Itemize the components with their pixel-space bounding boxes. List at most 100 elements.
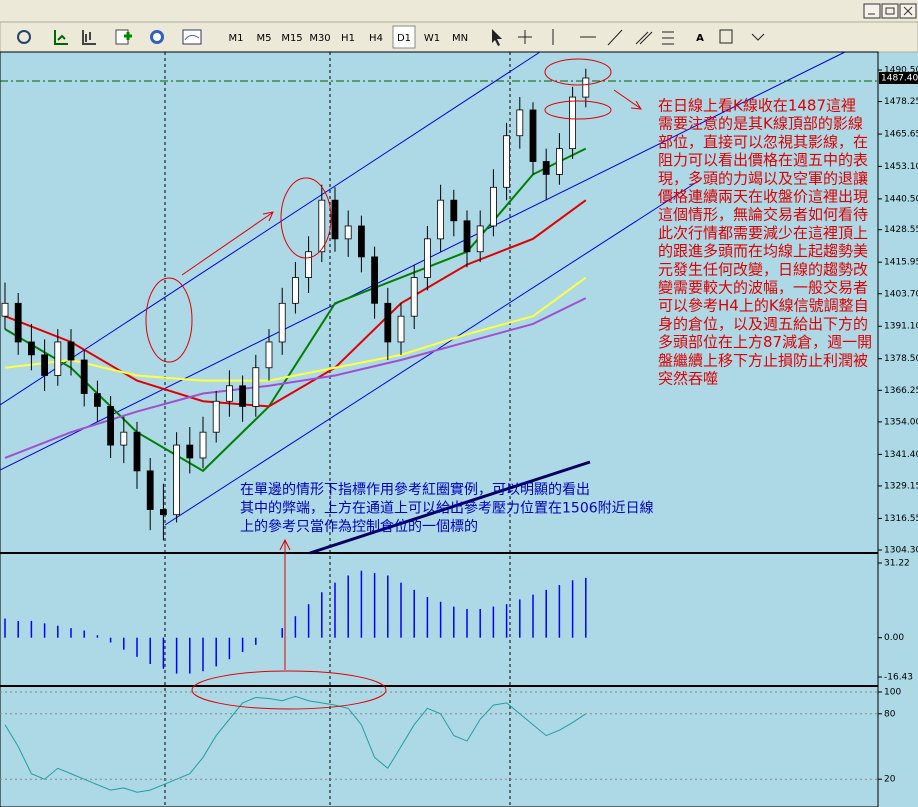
y-tick-label: 1490.50 [884, 66, 918, 76]
y-tick-label: 1453.10 [884, 162, 918, 172]
moving-average [4, 297, 587, 459]
red-annotation: 多頭部位在上方87減倉，週一開 [658, 333, 872, 351]
trend-line [309, 460, 591, 555]
candle-body [27, 341, 35, 356]
candle-body [410, 277, 418, 317]
y-tick-label: 1415.95 [884, 258, 918, 268]
timeframe-button[interactable]: H1 [341, 33, 355, 44]
candle-body [384, 302, 392, 343]
candle-body [423, 238, 431, 278]
current-price-label: 1487.40 [881, 73, 918, 83]
candle-body [173, 444, 181, 516]
red-annotation: 元發生任何改變，日線的趨勢改 [658, 260, 868, 278]
y-tick-label: 1354.00 [884, 417, 918, 427]
red-annotation: 這個情形，無論交易者如何看待 [658, 206, 868, 224]
text-tool[interactable]: A [696, 33, 704, 44]
candle-body [225, 385, 233, 402]
timeframe-button[interactable]: M15 [281, 33, 302, 44]
timeframe-button[interactable]: M5 [257, 33, 272, 44]
y-tick-label: 1304.30 [884, 546, 918, 556]
title-bar [0, 0, 918, 22]
red-annotation: 突然吞噬 [658, 370, 718, 388]
red-annotation: 變需要較大的波幅，一般交易者 [658, 279, 868, 297]
moving-average [4, 276, 587, 382]
candle-body [120, 431, 128, 446]
candle-body [67, 341, 75, 361]
toolbar-icons [17, 25, 765, 49]
y-tick-label: 1329.15 [884, 481, 918, 491]
y-tick-label: 80 [884, 709, 896, 719]
timeframe-button[interactable]: MN [452, 33, 468, 44]
y-tick-label: 0.00 [884, 633, 904, 643]
red-annotation: 阻力可以看出價格在週五中的表 [658, 151, 868, 169]
red-annotation: 需要注意的是其K線頂部的影線 [658, 115, 863, 133]
blue-annotation: 上的參考只當作為控制倉位的一個標的 [240, 519, 478, 535]
y-tick-label: 1316.55 [884, 514, 918, 524]
timeframe-button[interactable]: W1 [424, 33, 440, 44]
candle-body [463, 220, 471, 253]
candle-body [371, 256, 379, 304]
timeframe-button[interactable]: D1 [397, 33, 411, 44]
timeframe-button[interactable]: M30 [309, 33, 330, 44]
annotation-shapes [145, 58, 642, 710]
candle-body [516, 109, 524, 137]
candle-body [397, 315, 405, 343]
candle-body [344, 225, 352, 240]
y-tick-label: 1403.70 [884, 289, 918, 299]
red-annotation: 盤繼續上移下方止損防止利潤被 [658, 351, 868, 369]
channel-lines [0, 51, 846, 526]
moving-average [4, 199, 587, 408]
red-annotation: 可以參考H4上的K線信號調整自 [658, 297, 869, 315]
candle-body [54, 341, 62, 376]
red-annotation: 的跟進多頭而在均線上起趨勢美 [658, 242, 868, 260]
candle-body [265, 341, 273, 369]
red-annotation: 身的倉位，以及週五給出下方的 [658, 315, 868, 333]
candle-body [529, 109, 537, 162]
candle-body [212, 400, 220, 433]
y-tick-label: 1341.40 [884, 450, 918, 460]
timeframe-selected[interactable] [392, 25, 416, 49]
candle-body [252, 367, 260, 407]
candle-body [186, 444, 194, 459]
chart-frame [0, 51, 879, 807]
candle-body [489, 186, 497, 227]
candle-body [278, 302, 286, 343]
candle-body [94, 393, 101, 407]
candle-body [239, 385, 247, 407]
timeframe-button[interactable]: H4 [369, 33, 383, 44]
candle-body [437, 199, 445, 240]
oscillator-line [4, 695, 587, 793]
candle-body [41, 354, 48, 376]
candle-body [133, 431, 141, 472]
timeframe-button[interactable]: M1 [229, 33, 244, 44]
candle-body [503, 135, 511, 188]
window-buttons [863, 3, 917, 19]
y-tick-label: 20 [884, 775, 896, 785]
y-tick-label: 1378.50 [884, 354, 918, 364]
candle-body [199, 431, 207, 459]
candle-body [476, 225, 484, 253]
candle-body [331, 199, 339, 240]
moving-average [4, 147, 587, 473]
red-annotation: 現，多頭的力竭以及空軍的退讓 [658, 169, 868, 187]
candle-body [582, 77, 590, 98]
y-tick-label: 1366.25 [884, 386, 918, 396]
y-tick-label: 1440.50 [884, 194, 918, 204]
candle-body [318, 199, 326, 253]
red-annotation: 此次行情都需要減少在這裡頂上 [658, 224, 868, 242]
red-annotation: 價格連續兩天在收盤价這裡出現 [658, 188, 868, 206]
candle-body [80, 359, 88, 394]
blue-annotation: 在單邊的情形下指標作用參考紅圈實例，可以明顯的看出 [240, 481, 590, 498]
y-tick-label: 1478.25 [884, 97, 918, 107]
y-tick-label: -16.43 [884, 673, 913, 683]
candle-body [159, 509, 167, 516]
y-tick-label: 100 [884, 688, 901, 698]
candle-body [107, 406, 114, 446]
y-tick-label: 31.22 [884, 559, 910, 569]
y-tick-label: 1428.55 [884, 225, 918, 235]
candle-body [569, 96, 576, 150]
candle-body [450, 199, 458, 222]
candle-body [291, 277, 299, 304]
candle-body [14, 302, 22, 343]
